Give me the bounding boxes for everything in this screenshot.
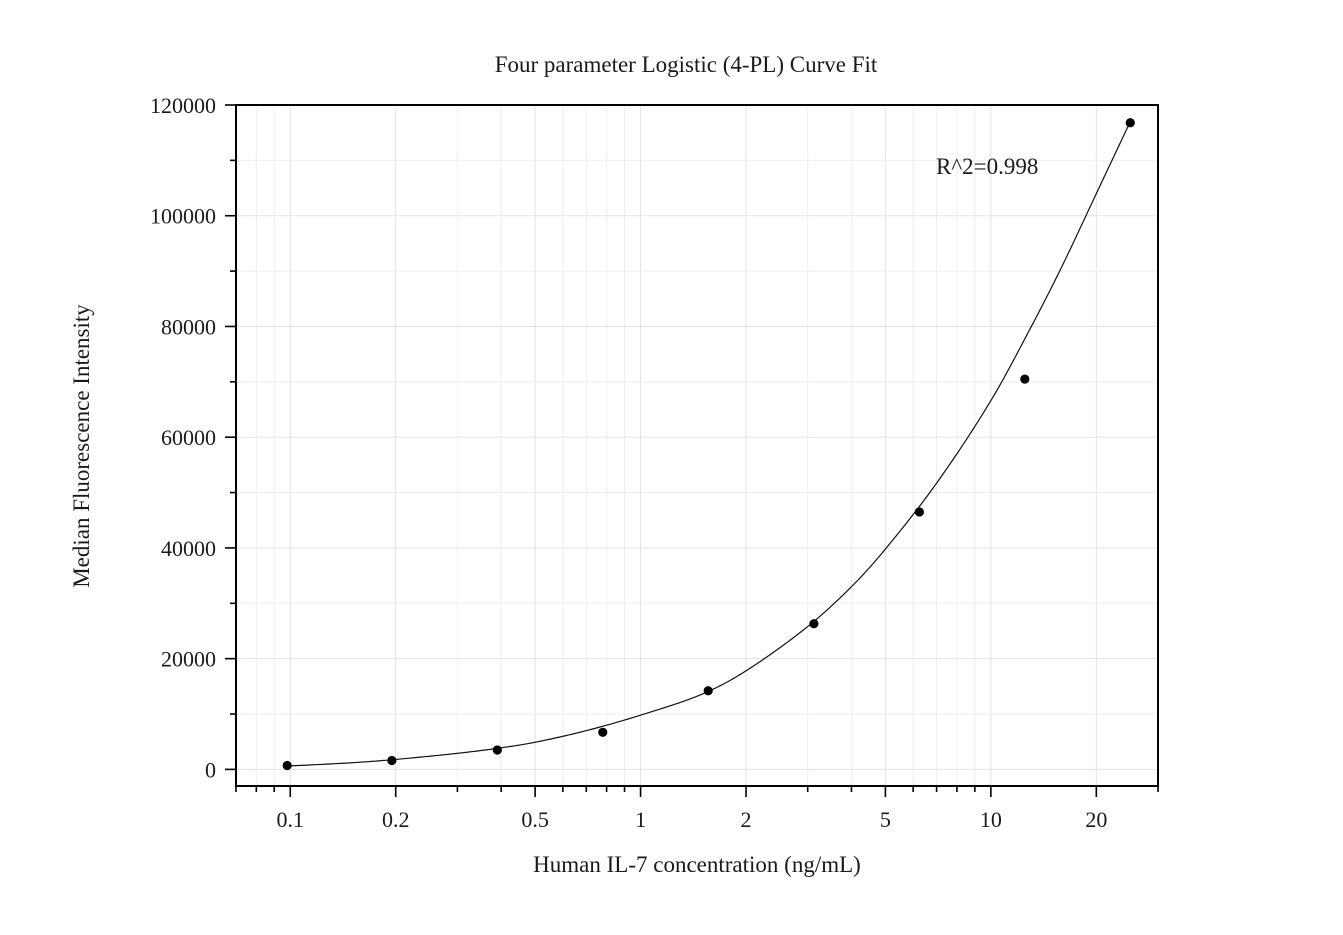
x-tick-label: 10 [980, 807, 1002, 832]
plot-frame [235, 104, 1159, 787]
x-tick-label: 0.2 [382, 807, 410, 832]
data-point [598, 727, 608, 737]
data-point [492, 745, 502, 755]
data-point [387, 755, 397, 766]
y-tick-label: 20000 [161, 647, 216, 672]
x-tick-label: 1 [635, 807, 646, 832]
data-points [282, 118, 1135, 771]
data-point [282, 760, 292, 771]
x-tick-label: 0.5 [521, 807, 549, 832]
data-point [1020, 374, 1030, 384]
y-tick-label: 100000 [150, 204, 216, 229]
data-point [914, 507, 924, 517]
x-axis-label: Human IL-7 concentration (ng/mL) [533, 852, 861, 877]
y-tick-label: 120000 [150, 93, 216, 118]
x-tick-label: 0.1 [277, 807, 305, 832]
x-axis-ticks: 0.1 0.2 0.5 1 2 5 10 20 [235, 786, 1159, 832]
fit-curve [287, 121, 1131, 767]
data-point [703, 686, 713, 696]
y-axis-ticks: 0 20000 40000 60000 80000 100000 120000 [150, 93, 236, 782]
data-point [809, 619, 819, 629]
y-tick-label: 40000 [161, 536, 216, 561]
grid [235, 104, 1159, 786]
y-axis-label: Median Fluorescence Intensity [69, 304, 94, 588]
y-tick-label: 0 [205, 757, 216, 782]
chart-title: Four parameter Logistic (4-PL) Curve Fit [495, 52, 878, 77]
x-tick-label: 20 [1085, 807, 1107, 832]
data-point [1125, 118, 1135, 128]
x-tick-label: 5 [880, 807, 891, 832]
y-tick-label: 60000 [161, 425, 216, 450]
x-tick-label: 2 [741, 807, 752, 832]
y-tick-label: 80000 [161, 314, 216, 339]
r-squared-annotation: R^2=0.998 [936, 154, 1038, 179]
